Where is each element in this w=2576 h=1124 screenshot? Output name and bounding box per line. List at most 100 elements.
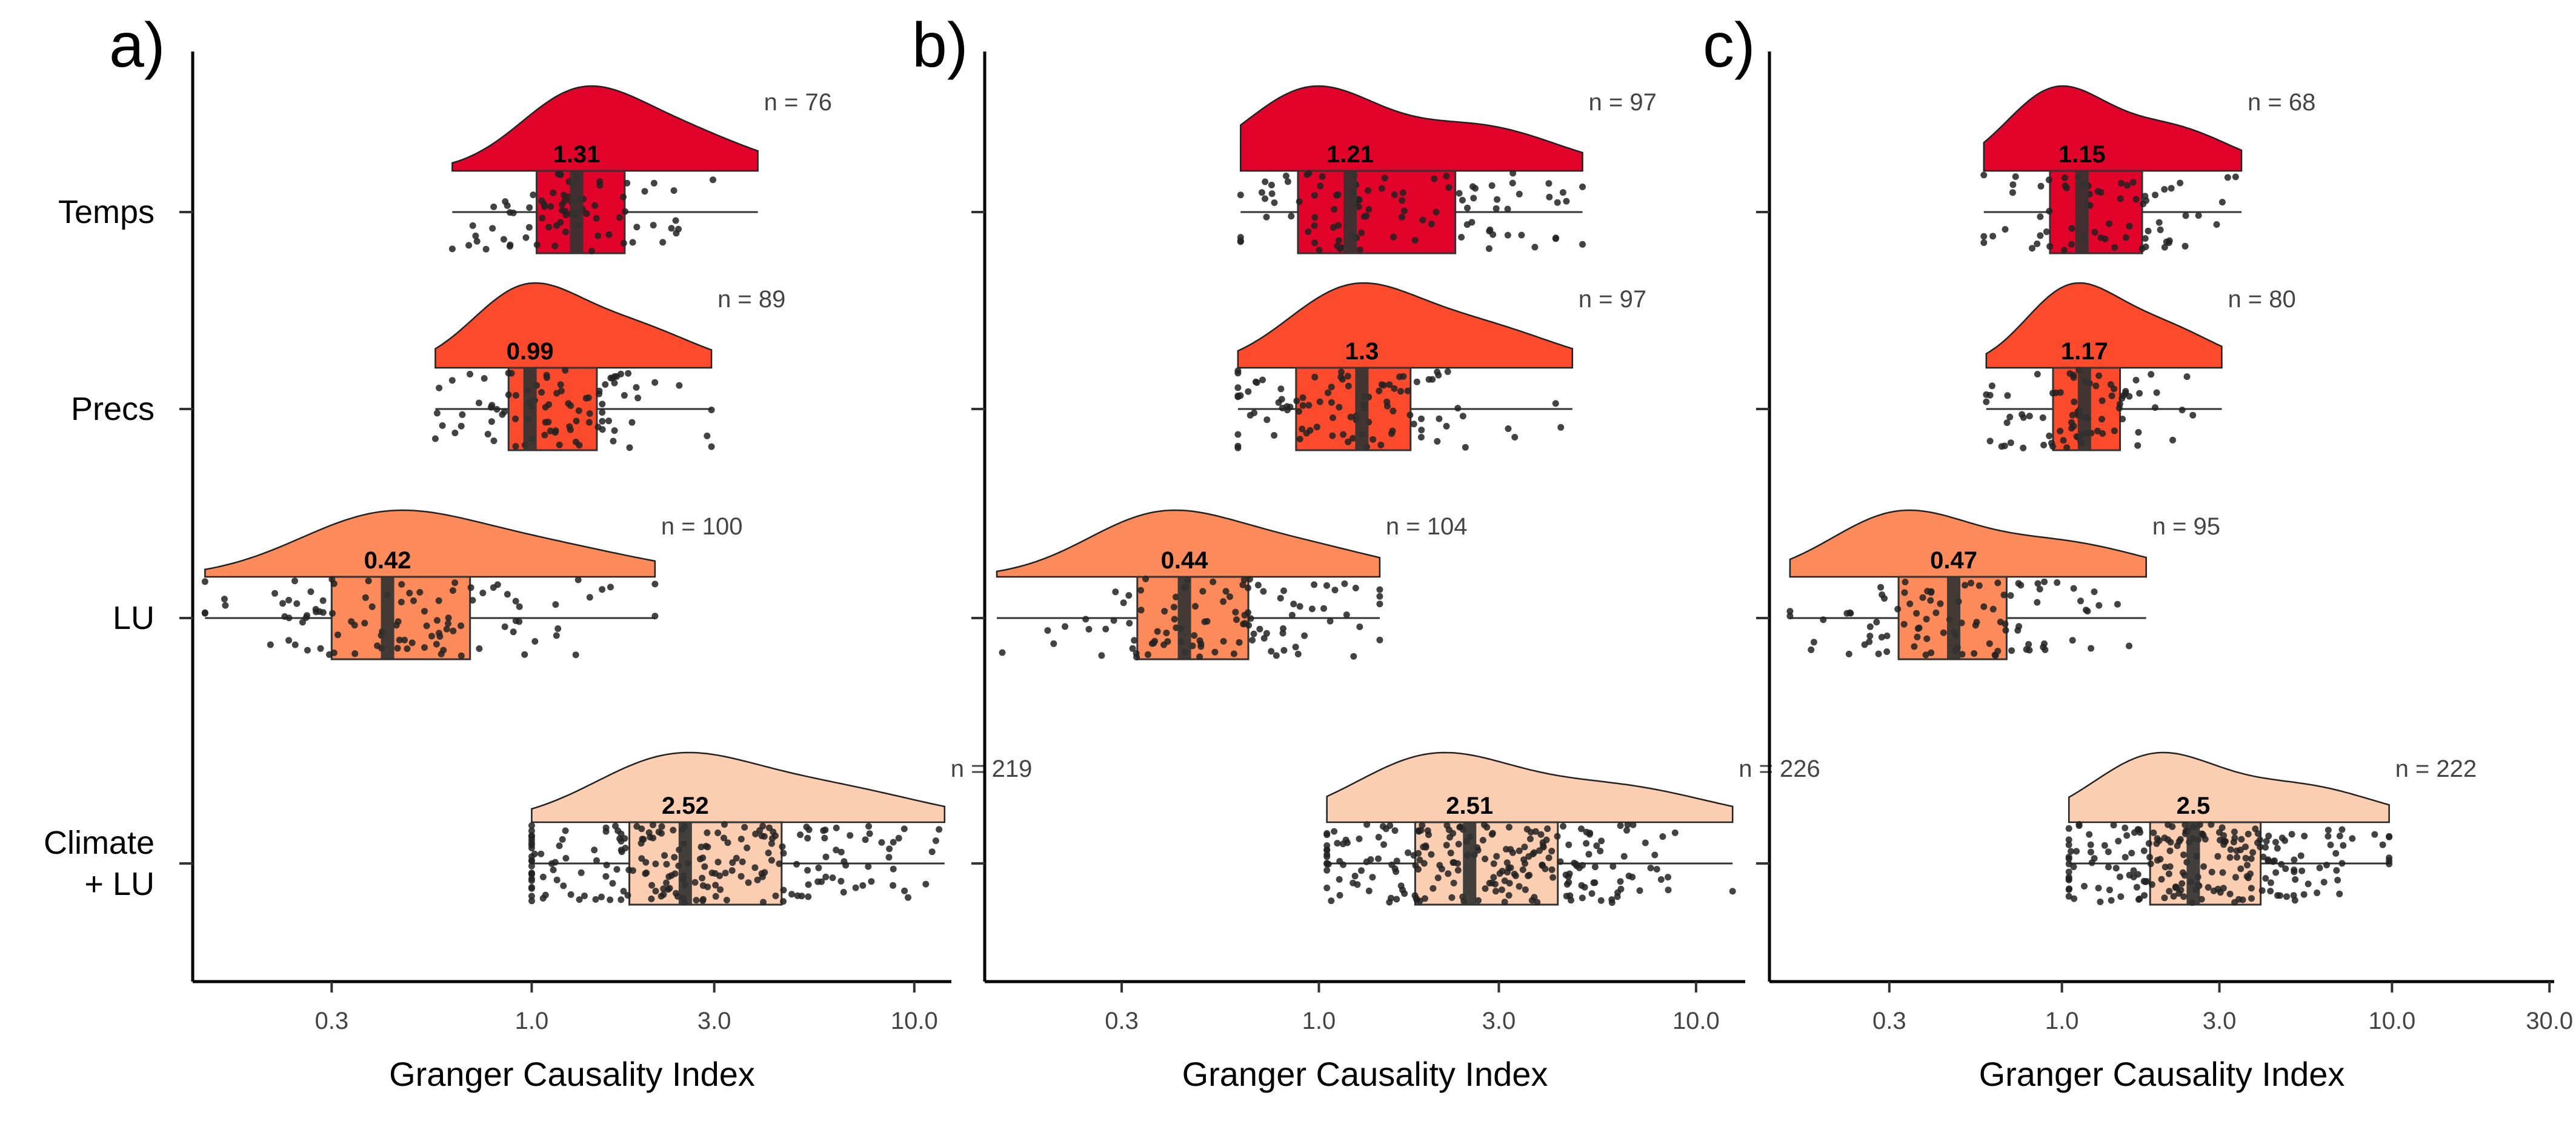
data-point [1331, 828, 1338, 835]
data-point [396, 636, 403, 643]
data-point [1365, 887, 1373, 894]
data-point [2039, 414, 2046, 421]
data-point [271, 590, 278, 597]
data-point [862, 836, 869, 843]
data-point [1319, 173, 1326, 180]
data-point [2140, 847, 2148, 854]
data-point [1305, 228, 1312, 235]
data-point [575, 407, 582, 414]
row-precs: Precs 0.99 n = 89 [71, 282, 785, 451]
median-label: 1.3 [1345, 338, 1379, 365]
data-point [2069, 411, 2076, 419]
data-point [1435, 371, 1442, 379]
data-point [2181, 872, 2188, 879]
data-point [779, 843, 786, 850]
data-point [1620, 853, 1628, 860]
data-point [661, 852, 668, 859]
data-point [1845, 650, 1852, 657]
row-climate_lu: 2.51 n = 226 [971, 751, 1820, 906]
data-point [638, 825, 645, 833]
data-point [617, 830, 625, 837]
data-point [1578, 825, 1585, 833]
data-point [2002, 620, 2009, 628]
data-point [2122, 854, 2129, 861]
data-point [592, 896, 599, 903]
data-point [670, 826, 677, 834]
data-point [593, 857, 600, 864]
data-point [1393, 896, 1400, 903]
data-point [1472, 185, 1479, 192]
data-points [1980, 171, 2239, 254]
data-point [642, 859, 650, 866]
data-point [1665, 874, 1671, 881]
data-point [1381, 175, 1388, 182]
data-point [501, 408, 508, 416]
data-point [611, 427, 618, 434]
data-point [2000, 591, 2008, 599]
data-point [2332, 850, 2340, 857]
data-point [2174, 842, 2181, 850]
data-point [1433, 208, 1440, 216]
data-point [624, 179, 631, 187]
data-point [932, 837, 939, 844]
row-lu: 0.44 n = 104 [971, 509, 1467, 660]
data-point [650, 821, 656, 828]
data-point [506, 243, 513, 250]
data-point [2115, 837, 2122, 845]
data-point [512, 597, 519, 605]
median-bar [2077, 368, 2091, 450]
data-point [1501, 899, 1508, 906]
data-point [2167, 839, 2174, 846]
n-label: n = 97 [1589, 89, 1657, 116]
data-point [398, 599, 405, 606]
data-point [1163, 630, 1170, 636]
data-point [2180, 851, 2187, 859]
data-point [545, 419, 552, 425]
data-point [1928, 649, 1935, 656]
data-point [1505, 425, 1512, 432]
data-point [1277, 594, 1284, 602]
data-point [1419, 216, 1426, 224]
data-point [448, 377, 456, 384]
data-point [562, 228, 569, 236]
data-point [1399, 197, 1406, 204]
data-point [1973, 619, 1980, 626]
data-point [1356, 196, 1363, 204]
data-point [1263, 630, 1270, 637]
data-point [401, 636, 408, 643]
data-point [2249, 849, 2257, 856]
data-point [1545, 854, 1553, 862]
data-point [2041, 640, 2048, 647]
data-point [1288, 213, 1295, 220]
data-point [1566, 892, 1574, 899]
data-point [2278, 860, 2285, 868]
data-point [576, 442, 583, 449]
data-point [574, 576, 582, 584]
data-point [1405, 849, 1411, 856]
data-point [553, 876, 561, 883]
x-tick-label: 3.0 [1482, 1008, 1516, 1034]
data-point [2254, 830, 2261, 837]
data-point [1482, 856, 1489, 862]
data-point [1456, 190, 1463, 197]
x-tick-label: 1.0 [2045, 1008, 2079, 1034]
data-point [1240, 576, 1248, 584]
data-point [408, 639, 416, 647]
data-point [1923, 616, 1930, 623]
category-label-line: LU [113, 600, 155, 636]
data-point [2040, 442, 2048, 448]
data-point [928, 848, 936, 856]
data-point [1211, 648, 1219, 656]
data-point [737, 836, 745, 843]
data-point [2267, 879, 2274, 886]
data-point [433, 617, 441, 624]
data-point [1458, 234, 1465, 241]
data-point [1531, 849, 1538, 856]
data-point [2254, 839, 2261, 846]
data-point [704, 829, 711, 836]
data-point [2118, 179, 2125, 187]
data-point [1511, 434, 1519, 441]
data-point [1284, 178, 1291, 185]
data-point [502, 198, 509, 205]
data-point [1391, 827, 1399, 834]
